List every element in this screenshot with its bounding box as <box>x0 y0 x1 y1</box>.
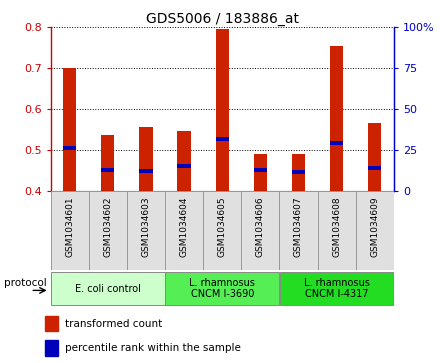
FancyBboxPatch shape <box>51 272 165 305</box>
Bar <box>330 141 343 145</box>
Text: GSM1034608: GSM1034608 <box>332 196 341 257</box>
Bar <box>127 191 165 270</box>
Text: transformed count: transformed count <box>65 318 162 329</box>
Bar <box>177 131 191 191</box>
Bar <box>216 29 229 191</box>
Text: GSM1034605: GSM1034605 <box>218 196 227 257</box>
Text: protocol: protocol <box>4 278 47 288</box>
Text: E. coli control: E. coli control <box>75 284 141 294</box>
Title: GDS5006 / 183886_at: GDS5006 / 183886_at <box>146 12 299 26</box>
Bar <box>368 166 381 170</box>
FancyBboxPatch shape <box>165 272 279 305</box>
Bar <box>139 169 153 173</box>
Text: L. rhamnosus
CNCM I-4317: L. rhamnosus CNCM I-4317 <box>304 278 370 299</box>
Text: GSM1034609: GSM1034609 <box>370 196 379 257</box>
Bar <box>368 123 381 191</box>
Bar <box>63 146 77 150</box>
Bar <box>51 191 89 270</box>
Bar <box>165 191 203 270</box>
FancyBboxPatch shape <box>280 272 393 305</box>
Bar <box>279 191 318 270</box>
Text: L. rhamnosus
CNCM I-3690: L. rhamnosus CNCM I-3690 <box>189 278 255 299</box>
Bar <box>241 191 279 270</box>
Text: GSM1034606: GSM1034606 <box>256 196 265 257</box>
Bar <box>292 170 305 174</box>
Text: GSM1034607: GSM1034607 <box>294 196 303 257</box>
Bar <box>45 340 58 356</box>
Bar <box>89 191 127 270</box>
Bar <box>318 191 356 270</box>
Bar <box>292 154 305 191</box>
Text: GSM1034602: GSM1034602 <box>103 196 112 257</box>
Bar <box>253 168 267 172</box>
Bar <box>101 135 114 191</box>
Bar <box>101 168 114 172</box>
Text: GSM1034604: GSM1034604 <box>180 196 189 257</box>
Bar <box>216 136 229 141</box>
Bar <box>253 154 267 191</box>
Bar <box>330 46 343 191</box>
Bar <box>63 68 77 191</box>
Bar <box>139 127 153 191</box>
Text: percentile rank within the sample: percentile rank within the sample <box>65 343 241 353</box>
Bar <box>203 191 241 270</box>
Text: GSM1034603: GSM1034603 <box>141 196 150 257</box>
Bar <box>177 164 191 168</box>
Bar <box>45 316 58 331</box>
Bar <box>356 191 394 270</box>
Text: GSM1034601: GSM1034601 <box>65 196 74 257</box>
